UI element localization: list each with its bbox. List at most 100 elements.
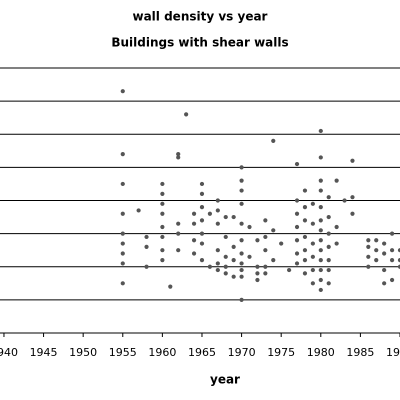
point (397, 258, 400, 263)
point (374, 258, 379, 263)
point (120, 181, 125, 187)
x-tick-label: 1975 (267, 346, 295, 359)
point (263, 234, 268, 240)
point (302, 234, 308, 240)
point (215, 261, 220, 266)
point (389, 231, 395, 236)
point (255, 238, 260, 243)
point (239, 201, 244, 206)
point (120, 261, 125, 266)
point (366, 254, 371, 259)
point (350, 158, 355, 163)
point (366, 238, 371, 243)
point (397, 264, 400, 269)
point (263, 264, 268, 269)
point (382, 241, 387, 246)
chart-subtitle: Buildings with shear walls (111, 36, 288, 50)
point (334, 241, 339, 246)
point (302, 218, 308, 223)
point (302, 248, 308, 253)
point (176, 221, 181, 226)
point (239, 261, 244, 266)
point (389, 258, 395, 263)
point (294, 238, 300, 243)
point (239, 178, 244, 183)
point (294, 224, 300, 230)
point (318, 155, 323, 160)
point (231, 258, 236, 263)
point (318, 277, 323, 283)
point (318, 205, 323, 210)
point (120, 211, 125, 216)
point (160, 258, 165, 263)
point (350, 211, 355, 216)
point (326, 214, 331, 220)
x-tick-label: 1955 (109, 346, 137, 359)
point (255, 277, 260, 283)
point (160, 234, 165, 240)
point (223, 254, 228, 259)
point (191, 221, 197, 226)
point (263, 271, 268, 276)
x-tick-label: 1940 (0, 346, 18, 359)
point (294, 211, 300, 216)
point (199, 258, 205, 263)
point (382, 251, 387, 256)
point (191, 251, 197, 256)
point (326, 267, 331, 273)
point (263, 248, 268, 253)
point (350, 195, 355, 200)
point (176, 152, 181, 157)
point (184, 112, 189, 117)
point (318, 228, 323, 233)
point (120, 152, 125, 157)
x-tick-label: 1945 (30, 346, 58, 359)
point (176, 248, 181, 253)
point (302, 205, 308, 210)
point (326, 231, 331, 236)
point (239, 297, 244, 302)
point (255, 264, 260, 269)
point (318, 178, 323, 183)
point (215, 248, 220, 253)
point (168, 284, 173, 289)
point (279, 241, 284, 246)
point (318, 188, 323, 193)
point (231, 214, 236, 220)
point (342, 198, 347, 203)
point (199, 205, 205, 210)
point (318, 258, 323, 263)
point (318, 267, 323, 273)
point (223, 271, 228, 276)
point (136, 208, 141, 213)
point (366, 264, 371, 269)
point (239, 251, 244, 256)
point (326, 258, 331, 263)
point (389, 248, 395, 253)
point (326, 244, 331, 249)
point (263, 218, 268, 223)
point (382, 267, 387, 273)
point (366, 244, 371, 249)
point (382, 281, 387, 286)
point (310, 241, 315, 246)
point (223, 264, 228, 269)
point (239, 221, 244, 226)
point (231, 274, 236, 279)
point (271, 258, 276, 263)
x-tick-label: 1990 (386, 346, 400, 359)
point (176, 155, 181, 160)
point (176, 231, 181, 236)
point (160, 181, 165, 187)
point (231, 244, 236, 249)
point (120, 231, 125, 236)
point (215, 267, 220, 273)
point (374, 238, 379, 243)
point (199, 241, 205, 246)
point (160, 201, 165, 206)
point (215, 221, 220, 226)
point (318, 238, 323, 243)
point (334, 224, 339, 230)
